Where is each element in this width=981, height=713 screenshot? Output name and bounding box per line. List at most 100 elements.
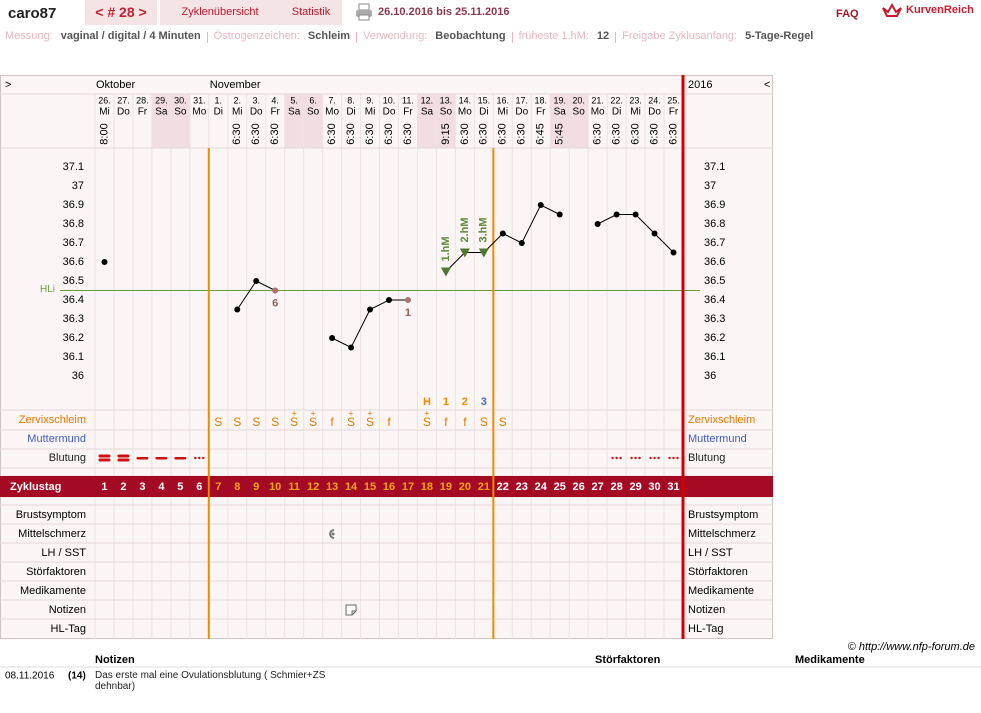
temperature-point [632,211,639,218]
bleeding-spotting [198,456,201,460]
day-weekday: Sa [554,107,567,118]
y-tick-label: 36.5 [63,275,84,287]
day-weekday: Fr [270,107,280,118]
temperature-point [594,221,601,227]
cycle-nav[interactable]: < # 28 > [85,0,157,25]
y-tick-label: 36.8 [704,218,725,230]
day-date: 28. [136,95,149,105]
row-label: Brustsymptom [688,509,758,521]
nav-arrow[interactable]: < [764,79,770,91]
day-date: 22. [610,95,623,105]
bleeding-heavy [117,454,130,458]
y-tick-label: 36 [72,370,84,382]
measure-time: 6:30 [402,123,414,144]
faq-link[interactable]: FAQ [836,8,859,20]
bleeding-medium [155,457,168,460]
row-label: Blutung [49,452,86,464]
day-date: 6. [309,95,317,105]
day-date: 17. [516,95,529,105]
measure-time: 6:30 [648,123,660,144]
copyright: © http://www.nfp-forum.de [848,641,975,653]
bleeding-spotting [638,456,641,460]
setting-label: Freigabe Zyklusanfang: [622,30,738,42]
row-label: Störfaktoren [688,566,748,578]
measure-time: 6:30 [667,123,679,144]
setting-value: Schleim [307,30,351,42]
cycle-day: 16 [383,481,395,493]
measure-time: 5:45 [554,123,566,144]
mucus-symbol: f [444,415,448,429]
day-date: 15. [478,95,491,105]
bleeding-spotting [202,456,205,460]
row-label: HL-Tag [51,623,86,635]
y-tick-label: 36.7 [704,237,725,249]
row-label: Medikamente [688,585,754,597]
mucus-symbol: S [290,415,298,429]
row-label: Notizen [688,604,725,616]
settings-bar: Messung: vaginal / digital / 4 Minuten Ös… [5,30,819,43]
mucus-symbol: f [387,415,391,429]
bleeding-heavy [117,458,130,462]
day-weekday: Di [479,107,488,118]
setting-value: vaginal / digital / 4 Minuten [60,30,201,42]
day-weekday: Mi [498,107,509,118]
bleeding-heavy [98,454,111,458]
cycle-day: 25 [554,481,566,493]
cycle-day: 17 [402,481,414,493]
row-label: Brustsymptom [16,509,86,521]
cycle-day-band [0,476,773,497]
weekend-shade [284,94,304,148]
nav-arrow[interactable]: > [5,79,11,91]
day-weekday: Do [648,107,661,118]
day-weekday: Fr [536,107,546,118]
day-date: 9. [366,95,374,105]
mucus-plus: + [310,408,315,418]
day-weekday: Mo [458,107,472,118]
day-date: 31. [193,95,206,105]
mucus-symbol: S [423,415,431,429]
row-label: Zervixschleim [19,414,86,426]
day-date: 10. [383,95,396,105]
day-date: 2. [234,95,242,105]
hm-marker [440,267,451,277]
day-weekday: Sa [421,107,434,118]
row-label: Mittelschmerz [18,528,86,540]
setting-label: Verwendung: [363,30,428,42]
cycle-day: 29 [629,481,641,493]
tab[interactable]: Zyklenübersicht [160,0,280,25]
day-date: 29. [155,95,168,105]
month-label: November [210,79,261,91]
cycle-day: 30 [648,481,660,493]
mucus-eval: 3 [481,396,487,408]
print-icon[interactable] [355,3,373,21]
y-tick-label: 36.3 [704,313,725,325]
cycle-day: 19 [440,481,452,493]
day-weekday: Do [383,107,396,118]
cycle-day-label: Zyklustag [10,481,61,493]
y-tick-label: 36.7 [63,237,84,249]
cycle-day: 27 [592,481,604,493]
day-weekday: Do [250,107,263,118]
day-weekday: Mo [591,107,605,118]
point-note: 6 [272,297,278,309]
mucus-eval: H [423,396,431,408]
day-weekday: Mi [365,107,376,118]
hm-marker [478,248,489,258]
temperature-point [556,211,563,218]
y-tick-label: 36.1 [63,351,84,363]
tab[interactable]: Statistik [280,0,342,25]
cycle-day: 2 [120,481,126,493]
cycle-day: 15 [364,481,376,493]
mucus-eval: 2 [462,396,468,408]
measure-time: 6:30 [326,123,338,144]
y-tick-label: 37.1 [704,161,725,173]
temperature-point [651,230,658,237]
weekend-shade [417,94,437,148]
separator [356,32,358,43]
temperature-point [518,240,525,246]
weekend-shade [303,94,323,148]
logo-text[interactable]: KurvenReich [906,4,974,16]
temperature-point [234,306,241,313]
mittelschmerz-icon [329,529,335,539]
row-label: Medikamente [20,585,86,597]
